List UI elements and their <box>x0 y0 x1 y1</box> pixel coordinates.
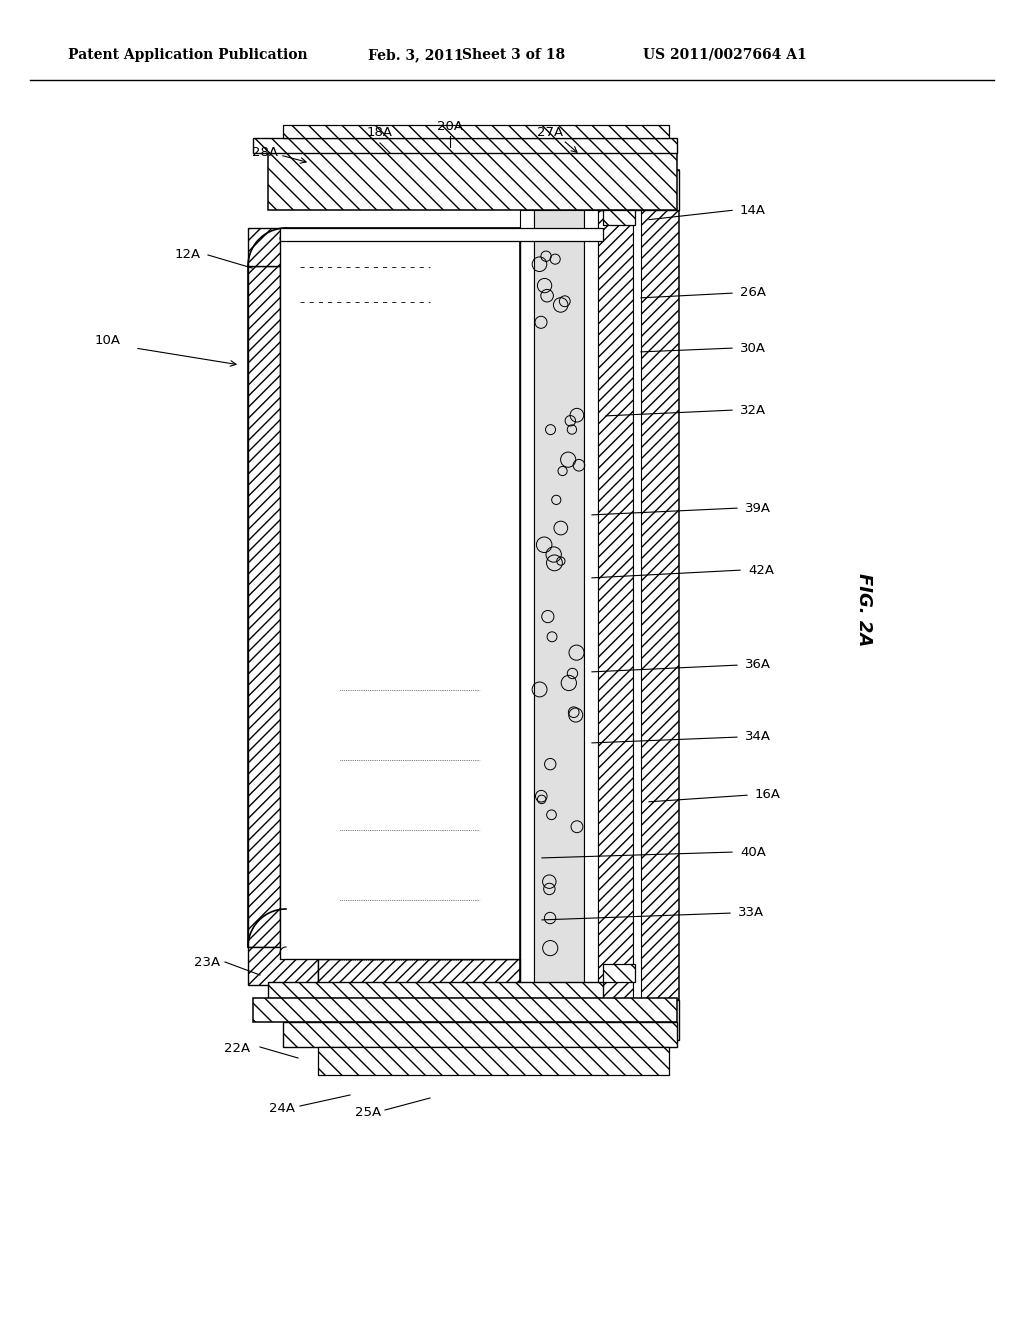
Polygon shape <box>633 210 641 1001</box>
Polygon shape <box>598 170 633 210</box>
Polygon shape <box>603 964 635 982</box>
Text: US 2011/0027664 A1: US 2011/0027664 A1 <box>643 48 807 62</box>
Polygon shape <box>598 1001 679 1040</box>
Text: 30A: 30A <box>740 342 766 355</box>
Polygon shape <box>584 210 598 1001</box>
Text: 12A: 12A <box>175 248 201 261</box>
Text: 40A: 40A <box>740 846 766 858</box>
Polygon shape <box>283 125 669 139</box>
Polygon shape <box>248 946 318 985</box>
Polygon shape <box>520 210 534 1001</box>
Polygon shape <box>280 234 520 960</box>
Polygon shape <box>603 210 635 224</box>
Polygon shape <box>253 998 677 1022</box>
Text: 34A: 34A <box>745 730 771 743</box>
Text: Sheet 3 of 18: Sheet 3 of 18 <box>462 48 565 62</box>
Text: FIG. 2A: FIG. 2A <box>855 573 873 647</box>
Text: 18A: 18A <box>367 127 393 140</box>
Text: 28A: 28A <box>252 145 278 158</box>
Polygon shape <box>641 170 679 1040</box>
Polygon shape <box>248 267 280 946</box>
Polygon shape <box>283 1022 677 1047</box>
Polygon shape <box>248 228 318 267</box>
Text: 22A: 22A <box>224 1041 250 1055</box>
Text: 33A: 33A <box>738 907 764 920</box>
Text: 36A: 36A <box>745 659 771 672</box>
Text: 10A: 10A <box>95 334 121 346</box>
Text: 16A: 16A <box>755 788 781 801</box>
Text: Patent Application Publication: Patent Application Publication <box>68 48 307 62</box>
Polygon shape <box>268 153 677 210</box>
Text: 27A: 27A <box>537 127 563 140</box>
Text: 20A: 20A <box>437 120 463 132</box>
Text: 32A: 32A <box>740 404 766 417</box>
Text: 14A: 14A <box>740 203 766 216</box>
Polygon shape <box>598 1001 633 1040</box>
Text: Feb. 3, 2011: Feb. 3, 2011 <box>368 48 464 62</box>
Polygon shape <box>280 228 603 242</box>
Polygon shape <box>318 1047 669 1074</box>
Text: 26A: 26A <box>740 286 766 300</box>
Text: 24A: 24A <box>269 1101 295 1114</box>
Text: 25A: 25A <box>355 1106 381 1119</box>
Polygon shape <box>598 210 633 1001</box>
Polygon shape <box>598 170 679 210</box>
Text: 42A: 42A <box>748 564 774 577</box>
Polygon shape <box>253 139 677 153</box>
Text: 23A: 23A <box>194 956 220 969</box>
Polygon shape <box>534 210 584 1001</box>
Text: 39A: 39A <box>745 502 771 515</box>
Polygon shape <box>268 982 603 998</box>
Polygon shape <box>318 960 520 985</box>
